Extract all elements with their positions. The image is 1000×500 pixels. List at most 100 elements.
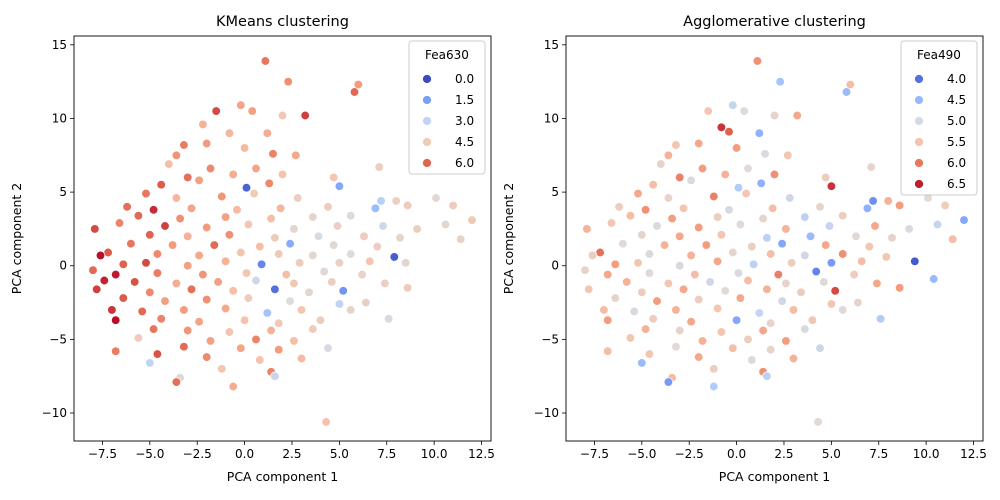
- scatter-point: [716, 327, 727, 337]
- chart-panel-2: −7.5 −5.0 −2.5 0.0 2.5 5.0 7.5 10.0 12.5 −10 −5 0 5 1…: [501, 14, 987, 484]
- scatter-point: [633, 188, 643, 199]
- scatter-point: [748, 259, 759, 269]
- scatter-point: [179, 342, 189, 352]
- scatter-point: [652, 221, 662, 231]
- scatter-point: [389, 252, 399, 262]
- legend-marker: [914, 158, 924, 168]
- y-tick-label: 5: [551, 185, 559, 199]
- scatter-point: [686, 317, 696, 327]
- scatter-point: [205, 163, 216, 174]
- scatter-point: [785, 193, 795, 203]
- scatter-point: [671, 140, 681, 150]
- x-tick-label: 2.5: [774, 447, 793, 461]
- scatter-point: [391, 196, 401, 206]
- scatter-point: [762, 284, 772, 294]
- scatter-point: [948, 234, 958, 244]
- scatter-point: [663, 150, 674, 160]
- x-axis-label: PCA component 1: [227, 469, 338, 484]
- scatter-point: [300, 110, 310, 121]
- axes-frame: [73, 35, 492, 442]
- scatter-point: [603, 346, 613, 356]
- scatter-point: [194, 317, 204, 327]
- scatter-point: [374, 162, 384, 172]
- scatter-point: [111, 315, 121, 325]
- scatter-point: [830, 286, 840, 296]
- scatter-point: [88, 265, 98, 275]
- scatter-point: [606, 218, 617, 228]
- scatter-point: [841, 87, 852, 97]
- scatter-point: [821, 172, 831, 183]
- legend-marker: [422, 74, 432, 84]
- scatter-point: [610, 259, 620, 269]
- y-tick-label: 15: [52, 38, 67, 52]
- scatter-points: [580, 56, 969, 427]
- legend-marker: [422, 137, 432, 147]
- scatter-point: [289, 224, 299, 234]
- scatter-point: [826, 258, 837, 268]
- scatter-point: [111, 269, 121, 280]
- scatter-point: [202, 222, 212, 233]
- legend-label: 6.0: [947, 156, 966, 170]
- scatter-point: [327, 277, 337, 287]
- scatter-point: [731, 315, 742, 325]
- scatter-point: [171, 193, 182, 203]
- scatter-point: [675, 261, 685, 271]
- scatter-point: [910, 256, 920, 266]
- scatter-point: [334, 258, 345, 268]
- legend-label: 5.0: [947, 114, 966, 128]
- scatter-point: [819, 277, 829, 287]
- scatter-point: [733, 268, 744, 278]
- scatter-point: [694, 294, 704, 305]
- scatter-point: [792, 110, 802, 121]
- scatter-point: [826, 181, 837, 191]
- x-tick-label: 7.5: [377, 447, 396, 461]
- scatter-point: [376, 196, 386, 206]
- scatter-point: [663, 193, 674, 203]
- scatter-point: [332, 221, 343, 231]
- scatter-point: [705, 277, 715, 287]
- scatter-point: [618, 239, 628, 249]
- scatter-point: [731, 143, 742, 153]
- y-tick-label: 10: [544, 111, 559, 125]
- scatter-point: [249, 188, 259, 199]
- scatter-point: [629, 306, 639, 317]
- scatter-point: [769, 169, 780, 180]
- scatter-point: [209, 240, 219, 250]
- scatter-point: [775, 77, 785, 87]
- scatter-point: [724, 205, 734, 215]
- scatter-point: [637, 358, 647, 368]
- scatter-point: [289, 278, 299, 289]
- x-tick-label: 10.0: [421, 447, 448, 461]
- scatter-point: [412, 224, 422, 234]
- scatter-point: [777, 296, 787, 306]
- scatter-point: [202, 138, 212, 149]
- scatter-point: [152, 249, 163, 259]
- scatter-point: [756, 178, 766, 188]
- scatter-point: [754, 308, 764, 318]
- scatter-point: [285, 239, 295, 249]
- x-tick-label: −7.5: [88, 447, 117, 461]
- scatter-point: [255, 355, 265, 365]
- scatter-point: [743, 334, 753, 345]
- scatter-point: [467, 215, 477, 225]
- scatter-point: [270, 371, 280, 381]
- scatter-point: [769, 110, 780, 121]
- scatter-point: [118, 293, 128, 303]
- x-tick-label: −7.5: [580, 447, 609, 461]
- scatter-point: [857, 256, 867, 266]
- scatter-point: [864, 241, 874, 252]
- scatter-point: [329, 172, 339, 183]
- scatter-point: [122, 202, 132, 212]
- scatter-point: [720, 169, 730, 180]
- x-tick-label: 2.5: [282, 447, 301, 461]
- legend-marker: [914, 74, 924, 84]
- scatter-point: [703, 106, 713, 116]
- scatter-point: [308, 212, 318, 222]
- scatter-point: [243, 293, 254, 303]
- y-tick-label: −5: [49, 332, 67, 346]
- legend-label: 1.5: [455, 93, 474, 107]
- scatter-point: [767, 203, 778, 213]
- scatter-point: [752, 56, 763, 66]
- scatter-point: [251, 334, 261, 345]
- scatter-point: [781, 224, 791, 234]
